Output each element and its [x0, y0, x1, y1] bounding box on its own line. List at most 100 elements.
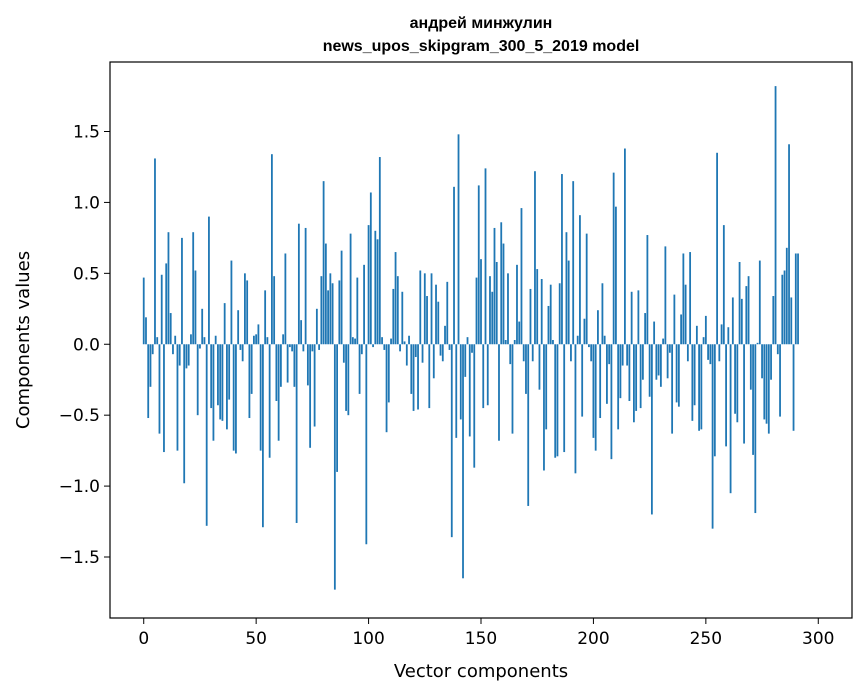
bar-198: [588, 344, 590, 348]
bar-108: [385, 344, 388, 433]
bar-290: [794, 253, 797, 345]
bar-178: [543, 344, 545, 471]
bar-47: [248, 344, 251, 419]
bar-133: [441, 344, 444, 362]
bar-281: [774, 86, 777, 345]
bar-128: [430, 273, 433, 345]
bar-246: [695, 325, 698, 345]
bar-138: [453, 186, 455, 345]
bar-262: [731, 297, 734, 345]
bar-34: [219, 344, 222, 420]
bar-53: [262, 344, 264, 528]
bar-240: [682, 253, 685, 345]
bar-250: [704, 315, 707, 345]
bar-37: [226, 344, 228, 430]
bar-150: [480, 259, 482, 345]
bar-225: [648, 344, 651, 397]
bar-245: [693, 344, 696, 406]
bar-119: [410, 344, 413, 394]
bar-114: [399, 344, 401, 352]
bar-102: [372, 344, 374, 348]
bar-79: [320, 276, 323, 345]
bar-3: [149, 344, 152, 387]
bar-175: [536, 269, 539, 345]
bar-163: [509, 344, 512, 365]
bar-104: [376, 239, 379, 345]
y-axis-label: Components values: [13, 251, 34, 429]
bar-42: [237, 310, 240, 345]
bar-183: [554, 344, 557, 458]
bar-243: [689, 252, 692, 345]
bar-228: [655, 344, 658, 380]
bar-135: [446, 281, 449, 345]
bar-132: [439, 344, 442, 356]
bar-279: [770, 344, 772, 380]
bar-7: [158, 344, 161, 434]
bar-149: [477, 185, 480, 345]
bar-81: [324, 243, 327, 345]
bar-207: [608, 344, 611, 365]
bar-284: [781, 274, 784, 345]
bar-253: [711, 344, 714, 529]
bar-214: [624, 148, 626, 345]
bar-241: [684, 284, 687, 345]
bar-174: [534, 171, 536, 345]
bar-39: [230, 260, 233, 345]
bar-227: [653, 321, 656, 345]
bar-272: [754, 344, 757, 514]
bar-98: [363, 264, 365, 345]
bar-90: [345, 344, 347, 411]
bar-105: [378, 157, 381, 345]
y-tick-label: −1.0: [59, 477, 100, 497]
bar-282: [776, 344, 779, 355]
bar-141: [459, 344, 462, 420]
bar-66: [291, 344, 294, 352]
bar-1: [145, 317, 147, 345]
bar-276: [763, 344, 766, 420]
bar-204: [601, 283, 604, 345]
x-tick-label: 50: [245, 629, 267, 649]
bar-269: [747, 276, 750, 345]
bar-89: [342, 344, 345, 363]
bar-97: [360, 344, 363, 355]
bar-143: [464, 344, 467, 377]
bar-64: [286, 344, 289, 383]
bar-65: [288, 344, 291, 348]
bar-136: [448, 344, 451, 350]
bar-179: [545, 344, 548, 430]
bar-173: [531, 344, 534, 362]
bar-74: [309, 344, 312, 448]
x-tick-label: 0: [138, 629, 149, 649]
bar-232: [664, 246, 667, 345]
bar-222: [641, 344, 644, 380]
bar-16: [178, 344, 181, 366]
bar-199: [590, 344, 593, 362]
bar-260: [727, 327, 730, 345]
bar-274: [758, 260, 761, 345]
x-axis-ticks: 0 50 100 150 200 250 300: [138, 618, 834, 649]
chart-title: андрей минжулин: [410, 15, 553, 32]
x-tick-label: 300: [802, 629, 834, 649]
bar-220: [637, 290, 640, 345]
bar-5: [154, 158, 156, 345]
bar-110: [390, 338, 392, 345]
bar-27: [203, 337, 206, 345]
bar-247: [698, 344, 700, 431]
bar-239: [680, 314, 683, 345]
bar-230: [659, 344, 662, 387]
bar-283: [779, 344, 781, 417]
bar-219: [635, 344, 638, 411]
bar-56: [268, 344, 271, 458]
bar-261: [729, 344, 732, 494]
bars-group: [142, 86, 799, 590]
bar-51: [257, 324, 260, 345]
bar-263: [734, 344, 736, 414]
bar-164: [511, 344, 514, 434]
x-tick-label: 150: [465, 629, 497, 649]
y-tick-label: −1.5: [59, 548, 100, 568]
bar-88: [340, 250, 343, 345]
bar-140: [457, 134, 460, 345]
y-axis-ticks: −1.5 −1.0 −0.5 0.0 0.5 1.0 1.5: [59, 123, 110, 568]
bar-275: [761, 344, 763, 379]
bar-100: [367, 225, 370, 345]
